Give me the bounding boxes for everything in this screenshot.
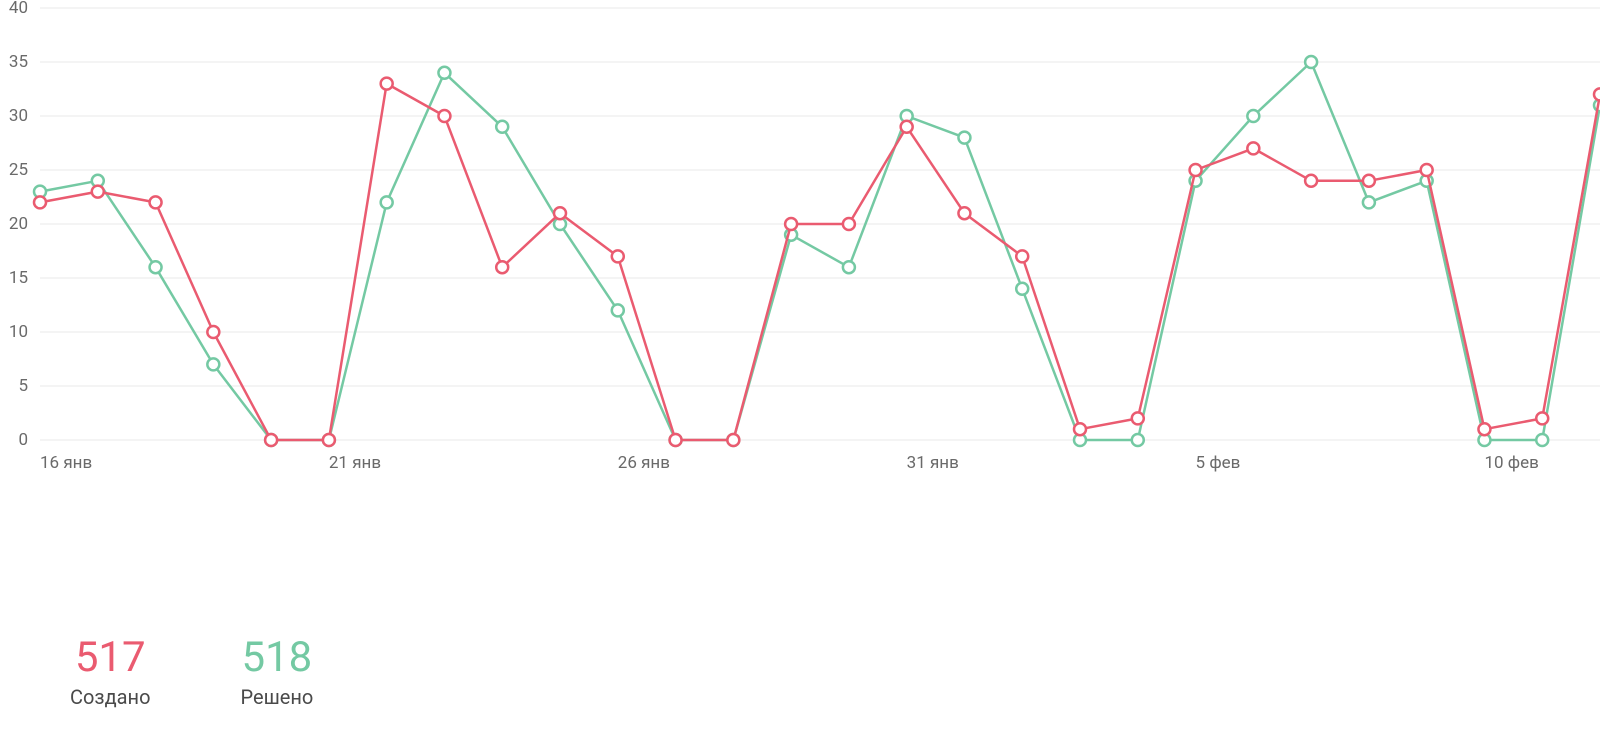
series-point-created <box>1247 142 1259 154</box>
y-tick-label: 5 <box>18 376 28 396</box>
series-point-resolved <box>207 358 219 370</box>
series-point-created <box>1132 412 1144 424</box>
summary-resolved-value: 518 <box>240 635 313 681</box>
summary-created-label: Создано <box>70 685 150 709</box>
x-tick-label: 10 фев <box>1484 453 1538 473</box>
series-point-resolved <box>496 121 508 133</box>
summary-created: 517 Создано <box>70 635 150 709</box>
x-tick-label: 26 янв <box>618 453 670 473</box>
x-tick-label: 5 фев <box>1196 453 1241 473</box>
y-tick-label: 40 <box>9 0 28 18</box>
series-point-created <box>496 261 508 273</box>
series-point-resolved <box>150 261 162 273</box>
series-point-created <box>554 207 566 219</box>
series-point-resolved <box>438 67 450 79</box>
series-point-resolved <box>1305 56 1317 68</box>
series-point-created <box>1478 423 1490 435</box>
x-tick-label: 21 янв <box>329 453 381 473</box>
series-point-created <box>1421 164 1433 176</box>
series-point-resolved <box>612 304 624 316</box>
series-point-created <box>1190 164 1202 176</box>
series-point-created <box>1363 175 1375 187</box>
series-point-resolved <box>843 261 855 273</box>
series-point-created <box>1536 412 1548 424</box>
series-point-resolved <box>958 132 970 144</box>
series-point-created <box>670 434 682 446</box>
series-point-created <box>381 78 393 90</box>
series-point-created <box>901 121 913 133</box>
series-point-created <box>207 326 219 338</box>
x-tick-label: 16 янв <box>40 453 92 473</box>
summary-created-value: 517 <box>70 635 150 681</box>
series-point-created <box>323 434 335 446</box>
summary-resolved-label: Решено <box>240 685 313 709</box>
series-point-created <box>727 434 739 446</box>
series-point-resolved <box>1132 434 1144 446</box>
series-point-resolved <box>381 196 393 208</box>
series-point-created <box>1305 175 1317 187</box>
summary-row: 517 Создано 518 Решено <box>70 635 313 709</box>
series-point-resolved <box>1363 196 1375 208</box>
series-point-resolved <box>1247 110 1259 122</box>
series-point-created <box>843 218 855 230</box>
y-tick-label: 15 <box>9 268 28 288</box>
summary-resolved: 518 Решено <box>240 635 313 709</box>
series-point-created <box>150 196 162 208</box>
series-point-created <box>438 110 450 122</box>
y-tick-label: 30 <box>9 106 28 126</box>
line-chart: 0 5 10 15 20 25 30 35 40 16 янв 21 янв 26 янв 31 янв… <box>0 0 1600 520</box>
x-tick-label: 31 янв <box>907 453 959 473</box>
y-tick-label: 10 <box>9 322 28 342</box>
series-point-created <box>785 218 797 230</box>
series-point-created <box>92 186 104 198</box>
series-point-created <box>1074 423 1086 435</box>
series-point-created <box>34 196 46 208</box>
y-tick-label: 25 <box>9 160 28 180</box>
series-point-created <box>265 434 277 446</box>
series-line-resolved <box>40 62 1600 440</box>
series-point-created <box>958 207 970 219</box>
series-point-resolved <box>1016 283 1028 295</box>
series-point-resolved <box>1536 434 1548 446</box>
series-point-created <box>1016 250 1028 262</box>
series-point-created <box>612 250 624 262</box>
y-tick-label: 20 <box>9 214 28 234</box>
y-tick-label: 35 <box>9 52 28 72</box>
series-line-created <box>40 84 1600 440</box>
series-point-created <box>1594 88 1600 100</box>
y-tick-label: 0 <box>18 430 28 450</box>
